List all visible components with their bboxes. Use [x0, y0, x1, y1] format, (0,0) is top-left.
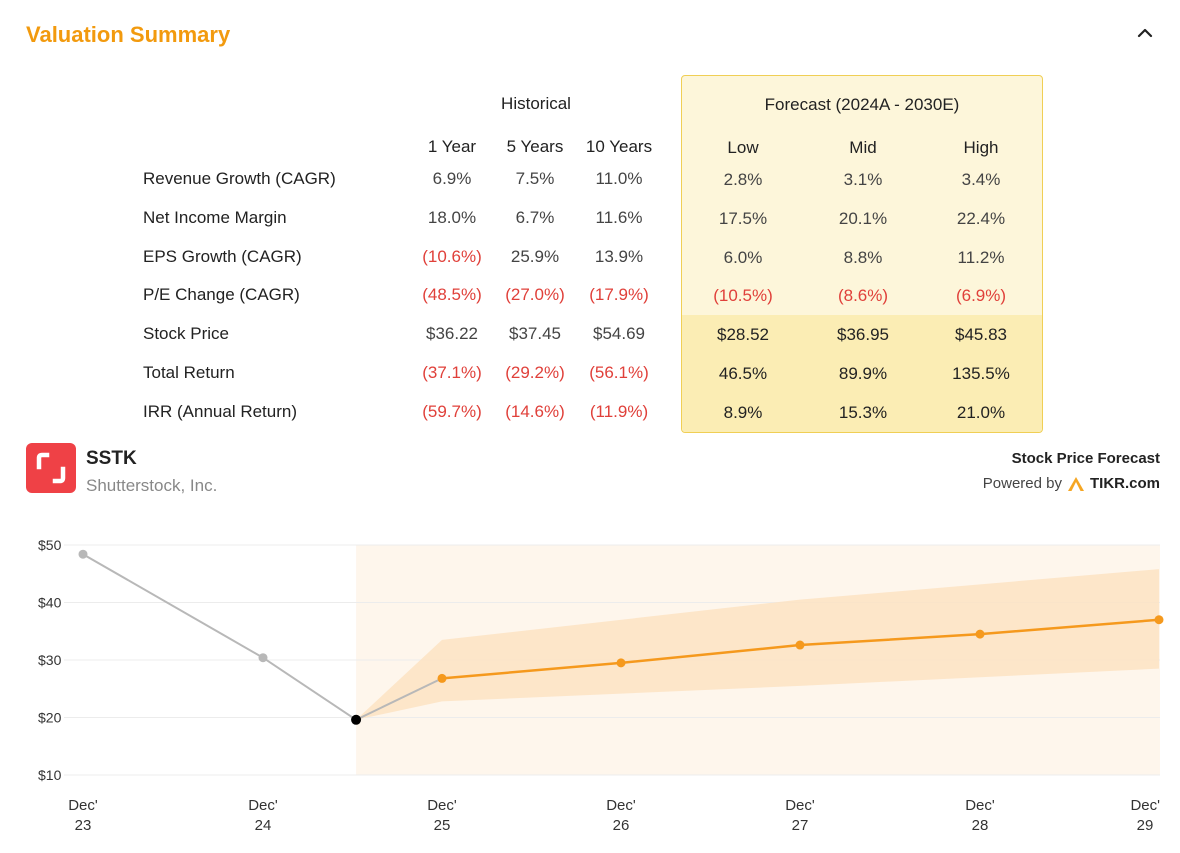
- current-price-point: [351, 714, 362, 725]
- forecast-range-band: [356, 569, 1160, 720]
- forecast-cell: $45.83: [955, 325, 1007, 344]
- historical-cell: 18.0%: [427, 208, 477, 227]
- historical-cell: (37.1%): [422, 363, 482, 382]
- row-label: Net Income Margin: [143, 208, 287, 227]
- forecast-cell: 46.5%: [718, 364, 768, 383]
- historical-point: [78, 549, 88, 559]
- historical-cell: (10.6%): [422, 247, 482, 266]
- column-header-low: Low: [727, 138, 759, 157]
- x-tick-label: 23: [75, 817, 92, 834]
- forecast-point: [795, 640, 805, 650]
- x-tick-label: Dec': [606, 797, 636, 814]
- historical-cell: (29.2%): [505, 363, 565, 382]
- page-title: Valuation Summary: [26, 22, 231, 47]
- historical-cell: (14.6%): [505, 402, 565, 421]
- y-tick-label: $50: [38, 537, 62, 553]
- column-header-10-years: 10 Years: [585, 137, 653, 156]
- row-label: EPS Growth (CAGR): [143, 247, 302, 266]
- x-tick-label: 24: [255, 817, 272, 834]
- x-tick-label: Dec': [1130, 797, 1160, 814]
- x-tick-label: Dec': [427, 797, 457, 814]
- forecast-cell: 20.1%: [838, 209, 888, 228]
- forecast-point: [975, 629, 985, 639]
- row-label: P/E Change (CAGR): [143, 285, 300, 304]
- historical-cell: $54.69: [593, 324, 645, 343]
- forecast-cell: (6.9%): [955, 286, 1007, 305]
- forecast-header: Forecast (2024A - 2030E): [764, 95, 960, 114]
- historical-cell: 11.0%: [595, 169, 643, 188]
- historical-cell: (17.9%): [589, 285, 649, 304]
- forecast-cell: (10.5%): [713, 286, 773, 305]
- column-header-high: High: [963, 138, 999, 157]
- x-tick-label: 26: [613, 817, 630, 834]
- forecast-point: [1154, 615, 1164, 625]
- x-tick-label: Dec': [248, 797, 278, 814]
- forecast-cell: 8.9%: [723, 403, 763, 422]
- forecast-connector-line: [355, 677, 443, 721]
- forecast-cell: $28.52: [717, 325, 769, 344]
- forecast-cell: 22.4%: [956, 209, 1006, 228]
- forecast-cell: 135.5%: [952, 364, 1010, 383]
- historical-cell: 25.9%: [510, 247, 560, 266]
- forecast-cell: $36.95: [837, 325, 889, 344]
- forecast-point: [437, 673, 447, 683]
- row-label: Stock Price: [143, 324, 229, 343]
- y-tick-label: $30: [38, 652, 62, 668]
- x-tick-label: 25: [434, 817, 451, 834]
- historical-cell: 6.7%: [515, 208, 555, 227]
- historical-cell: (59.7%): [422, 402, 482, 421]
- forecast-cell: 3.1%: [843, 170, 883, 189]
- historical-cell: 13.9%: [594, 247, 644, 266]
- chart-title: Stock Price Forecast: [1011, 450, 1160, 467]
- x-tick-label: Dec': [785, 797, 815, 814]
- forecast-cell: (8.6%): [837, 286, 889, 305]
- x-tick-label: Dec': [68, 797, 98, 814]
- row-label: IRR (Annual Return): [143, 402, 298, 421]
- shutterstock-logo-icon: [26, 443, 76, 493]
- x-tick-label: 29: [1137, 817, 1154, 834]
- historical-cell: (48.5%): [422, 285, 482, 304]
- column-header-5-years: 5 Years: [506, 137, 564, 156]
- forecast-cell: 3.4%: [961, 170, 1001, 189]
- historical-cell: 6.9%: [432, 169, 472, 188]
- forecast-cell: 15.3%: [838, 403, 888, 422]
- row-label: Total Return: [143, 363, 235, 382]
- forecast-highlight-band: [682, 315, 1042, 432]
- x-tick-label: 28: [972, 817, 989, 834]
- x-tick-label: Dec': [965, 797, 995, 814]
- historical-cell: (27.0%): [505, 285, 565, 304]
- y-tick-label: $20: [38, 710, 62, 726]
- row-label: Revenue Growth (CAGR): [143, 169, 336, 188]
- historical-cell: 11.6%: [595, 208, 643, 227]
- forecast-cell: 21.0%: [956, 403, 1006, 422]
- y-tick-label: $10: [38, 767, 62, 783]
- historical-cell: (56.1%): [589, 363, 649, 382]
- historical-cell: 7.5%: [515, 169, 555, 188]
- forecast-cell: 11.2%: [957, 248, 1005, 267]
- historical-cell: $37.45: [509, 324, 561, 343]
- chevron-up-icon[interactable]: [1134, 22, 1156, 44]
- historical-header: Historical: [501, 94, 571, 113]
- tikr-logo-icon: [1067, 476, 1084, 491]
- x-tick-label: 27: [792, 817, 809, 834]
- powered-by-label: Powered by: [982, 475, 1062, 492]
- forecast-cell: 2.8%: [723, 170, 763, 189]
- stock-price-chart: $50 $40 $30 $20 $10 Dec' 23 Dec' 24 Dec' 25 Dec' 26 D…: [38, 537, 1164, 834]
- forecast-cell: 6.0%: [723, 248, 763, 267]
- forecast-cell: 17.5%: [718, 209, 768, 228]
- powered-by: Powered by TIKR.com: [983, 475, 1160, 492]
- historical-line: [82, 553, 357, 721]
- forecast-cell: 89.9%: [838, 364, 888, 383]
- y-tick-label: $40: [38, 595, 62, 611]
- forecast-cell: 8.8%: [843, 248, 883, 267]
- company-ticker: SSTK: [86, 448, 137, 469]
- historical-point: [258, 653, 268, 663]
- column-header-1-year: 1 Year: [427, 137, 477, 156]
- column-header-mid: Mid: [849, 138, 877, 157]
- company-name: Shutterstock, Inc.: [86, 476, 218, 495]
- tikr-brand[interactable]: TIKR.com: [1089, 475, 1160, 492]
- historical-cell: $36.22: [426, 324, 478, 343]
- historical-cell: (11.9%): [589, 402, 649, 421]
- forecast-point: [616, 658, 626, 668]
